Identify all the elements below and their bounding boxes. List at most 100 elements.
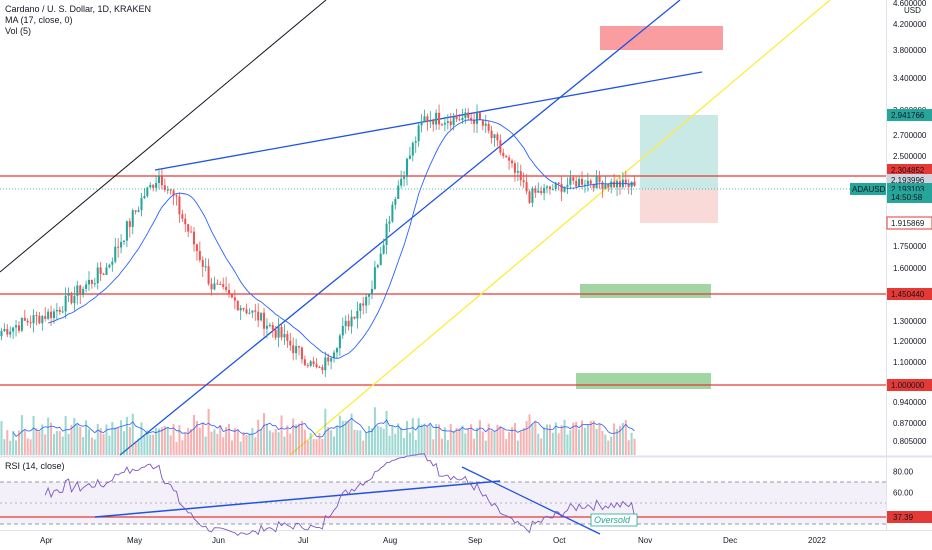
candle-body[interactable] xyxy=(140,197,143,211)
candle-body[interactable] xyxy=(505,156,508,158)
candle-body[interactable] xyxy=(111,261,114,265)
candle-body[interactable] xyxy=(382,244,385,254)
candle-body[interactable] xyxy=(44,316,47,319)
support-zone-1[interactable] xyxy=(580,284,711,298)
rsi-trendline-up[interactable] xyxy=(94,480,501,518)
oversold-box[interactable] xyxy=(590,513,638,527)
candle-body[interactable] xyxy=(627,183,630,187)
candle-body[interactable] xyxy=(481,119,484,126)
candle-body[interactable] xyxy=(490,130,493,139)
candle-body[interactable] xyxy=(388,221,391,224)
candle-body[interactable] xyxy=(134,210,137,212)
candle-body[interactable] xyxy=(149,184,152,188)
candle-body[interactable] xyxy=(341,326,344,336)
candle-body[interactable] xyxy=(184,218,187,225)
candle-body[interactable] xyxy=(475,112,479,124)
candle-body[interactable] xyxy=(347,320,350,327)
candle-body[interactable] xyxy=(55,309,58,312)
candle-body[interactable] xyxy=(344,320,347,327)
candle-body[interactable] xyxy=(295,346,298,354)
candle-body[interactable] xyxy=(443,122,446,125)
candle-body[interactable] xyxy=(38,315,41,324)
candle-body[interactable] xyxy=(394,199,397,205)
candle-body[interactable] xyxy=(105,267,108,275)
candle-body[interactable] xyxy=(438,112,441,125)
candle-body[interactable] xyxy=(61,311,64,313)
candle-body[interactable] xyxy=(400,178,403,186)
candle-body[interactable] xyxy=(125,221,128,241)
candle-body[interactable] xyxy=(324,357,327,371)
candle-body[interactable] xyxy=(58,309,61,312)
candle-body[interactable] xyxy=(254,310,257,312)
candle-body[interactable] xyxy=(624,179,627,184)
candle-body[interactable] xyxy=(260,312,263,321)
candle-body[interactable] xyxy=(187,224,190,232)
candle-body[interactable] xyxy=(90,279,93,284)
rsi-pane[interactable] xyxy=(0,458,886,530)
candle-body[interactable] xyxy=(449,121,452,126)
candle-body[interactable] xyxy=(327,357,330,362)
candle-body[interactable] xyxy=(545,186,549,188)
candle-body[interactable] xyxy=(306,365,309,367)
candle-body[interactable] xyxy=(470,117,473,120)
candle-body[interactable] xyxy=(563,186,566,192)
candle-body[interactable] xyxy=(178,196,181,215)
candle-body[interactable] xyxy=(502,152,505,157)
blue-channel-line[interactable] xyxy=(119,0,681,456)
candle-body[interactable] xyxy=(528,191,531,203)
candle-body[interactable] xyxy=(318,367,321,369)
candle-body[interactable] xyxy=(391,204,394,222)
candle-body[interactable] xyxy=(569,177,572,185)
candle-body[interactable] xyxy=(131,210,134,227)
candle-body[interactable] xyxy=(172,190,175,196)
candle-body[interactable] xyxy=(610,181,613,188)
candle-body[interactable] xyxy=(283,334,286,338)
ma-legend[interactable]: MA (17, close, 0) xyxy=(5,15,73,25)
black-trendline[interactable] xyxy=(0,0,327,273)
candle-body[interactable] xyxy=(0,331,3,337)
candle-body[interactable] xyxy=(356,310,359,319)
candle-body[interactable] xyxy=(265,325,268,329)
support-zone-2[interactable] xyxy=(576,373,711,389)
candle-body[interactable] xyxy=(464,112,467,118)
candle-body[interactable] xyxy=(531,188,534,203)
candle-body[interactable] xyxy=(245,309,248,314)
candle-body[interactable] xyxy=(85,284,88,289)
candle-body[interactable] xyxy=(362,303,365,306)
candle-body[interactable] xyxy=(368,294,371,297)
candle-body[interactable] xyxy=(300,347,303,360)
candle-body[interactable] xyxy=(47,311,50,319)
candle-body[interactable] xyxy=(534,188,537,193)
yellow-trendline[interactable] xyxy=(289,0,831,456)
candle-body[interactable] xyxy=(435,112,438,125)
candle-body[interactable] xyxy=(554,182,557,190)
candle-body[interactable] xyxy=(333,352,336,359)
candle-body[interactable] xyxy=(613,181,616,188)
candle-body[interactable] xyxy=(303,359,306,366)
candle-body[interactable] xyxy=(598,175,601,183)
candle-body[interactable] xyxy=(607,184,610,188)
candle-body[interactable] xyxy=(478,112,481,120)
candle-body[interactable] xyxy=(417,125,420,142)
candle-body[interactable] xyxy=(578,178,581,187)
candle-body[interactable] xyxy=(163,185,166,191)
candle-body[interactable] xyxy=(473,119,476,124)
candle-body[interactable] xyxy=(3,328,6,332)
candle-body[interactable] xyxy=(152,184,155,188)
candle-body[interactable] xyxy=(239,307,242,311)
candle-body[interactable] xyxy=(50,311,53,319)
candle-body[interactable] xyxy=(292,345,295,354)
candle-body[interactable] xyxy=(467,112,470,118)
candle-body[interactable] xyxy=(204,266,207,268)
time-axis[interactable]: Apr May Jun Jul Aug Sep Oct Nov Dec 2022 xyxy=(40,536,826,545)
candle-body[interactable] xyxy=(365,296,368,306)
candle-body[interactable] xyxy=(120,241,123,248)
candle-body[interactable] xyxy=(236,300,239,311)
candle-body[interactable] xyxy=(15,325,18,328)
candle-body[interactable] xyxy=(350,316,353,327)
symbol-legend[interactable]: Cardano / U. S. Dollar, 1D, KRAKEN xyxy=(5,4,152,14)
candle-body[interactable] xyxy=(426,116,429,122)
candle-body[interactable] xyxy=(198,250,201,261)
candle-body[interactable] xyxy=(312,361,315,365)
